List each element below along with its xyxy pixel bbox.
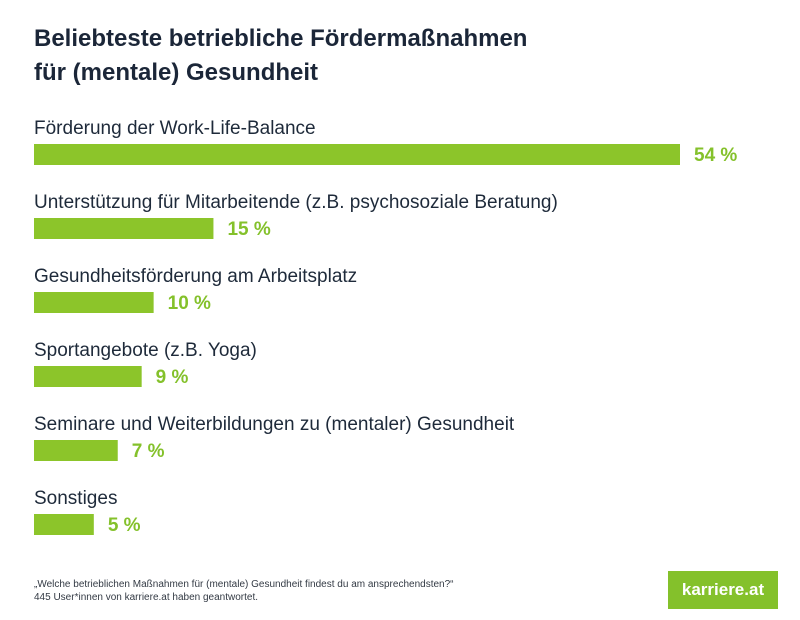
category-label: Sportangebote (z.B. Yoga) xyxy=(34,340,257,361)
value-label: 54 % xyxy=(694,145,737,166)
category-label: Sonstiges xyxy=(34,488,117,509)
survey-question: „Welche betrieblichen Maßnahmen für (men… xyxy=(34,579,454,590)
category-label: Unterstützung für Mitarbeitende (z.B. ps… xyxy=(34,192,558,213)
bar-row: Seminare und Weiterbildungen zu (mentale… xyxy=(34,414,515,462)
chart-title-line-1: Beliebteste betriebliche Fördermaßnahmen xyxy=(34,25,528,52)
value-label: 7 % xyxy=(132,441,165,462)
chart-title: Beliebteste betriebliche Fördermaßnahmen… xyxy=(34,22,527,90)
bar-chart: Förderung der Work-Life-Balance 54 % Unter… xyxy=(34,118,737,536)
bar xyxy=(34,144,680,165)
bar xyxy=(34,514,94,535)
bar-row: Gesundheitsförderung am Arbeitsplatz 10 % xyxy=(34,266,357,314)
respondent-count: 445 User*innen von karriere.at haben gea… xyxy=(34,592,259,603)
bar xyxy=(34,218,214,239)
bar-row: Förderung der Work-Life-Balance 54 % xyxy=(34,118,737,166)
logo-text: karriere.at xyxy=(681,580,765,599)
footnote: „Welche betrieblichen Maßnahmen für (men… xyxy=(34,578,454,604)
bar-row: Sonstiges 5 % xyxy=(34,488,141,536)
value-label: 15 % xyxy=(227,219,270,240)
bar-row: Unterstützung für Mitarbeitende (z.B. ps… xyxy=(34,192,558,240)
value-label: 10 % xyxy=(168,293,211,314)
category-label: Förderung der Work-Life-Balance xyxy=(34,118,316,139)
value-label: 5 % xyxy=(108,515,141,536)
chart-title-line-2: für (mentale) Gesundheit xyxy=(34,59,319,86)
category-label: Seminare und Weiterbildungen zu (mentale… xyxy=(34,414,515,435)
bar xyxy=(34,366,142,387)
bar xyxy=(34,440,118,461)
bar-row: Sportangebote (z.B. Yoga) 9 % xyxy=(34,340,257,388)
karriere-logo[interactable]: karriere.at xyxy=(668,571,778,609)
category-label: Gesundheitsförderung am Arbeitsplatz xyxy=(34,266,357,287)
bar xyxy=(34,292,154,313)
value-label: 9 % xyxy=(156,367,189,388)
